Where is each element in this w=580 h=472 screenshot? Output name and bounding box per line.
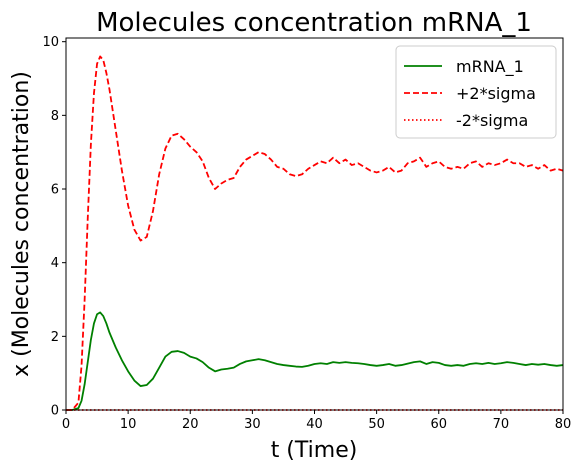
x-tick-label: 30: [244, 417, 261, 432]
y-tick-label: 4: [51, 256, 59, 271]
x-tick-label: 60: [430, 417, 447, 432]
x-tick-label: 40: [306, 417, 323, 432]
series-line-2: [66, 55, 564, 411]
legend-label-3: -2*sigma: [456, 111, 528, 130]
x-axis-label: t (Time): [271, 438, 358, 463]
x-tick-label: 10: [120, 417, 137, 432]
legend-label-1: mRNA_1: [456, 57, 524, 77]
y-tick-label: 0: [51, 404, 59, 419]
legend-box: [395, 45, 557, 139]
x-tick-label: 70: [493, 417, 510, 432]
y-axis-label: x (Molecules concentration): [9, 71, 34, 377]
y-tick-label: 2: [51, 330, 59, 345]
legend: mRNA_1 +2*sigma -2*sigma: [395, 45, 557, 139]
y-axis: 0 2 4 6 8 10: [42, 35, 66, 419]
series-line-1: [66, 311, 564, 411]
x-tick-label: 50: [368, 417, 385, 432]
x-tick-label: 0: [62, 417, 70, 432]
x-tick-label: 20: [182, 417, 199, 432]
x-axis: 0 10 20 30 40 50 60 70 80: [62, 410, 571, 432]
y-tick-label: 10: [42, 35, 59, 50]
legend-label-2: +2*sigma: [456, 84, 536, 103]
chart-title: Molecules concentration mRNA_1: [96, 8, 532, 38]
y-tick-label: 8: [51, 109, 59, 124]
y-tick-label: 6: [51, 183, 59, 198]
x-tick-label: 80: [555, 417, 572, 432]
